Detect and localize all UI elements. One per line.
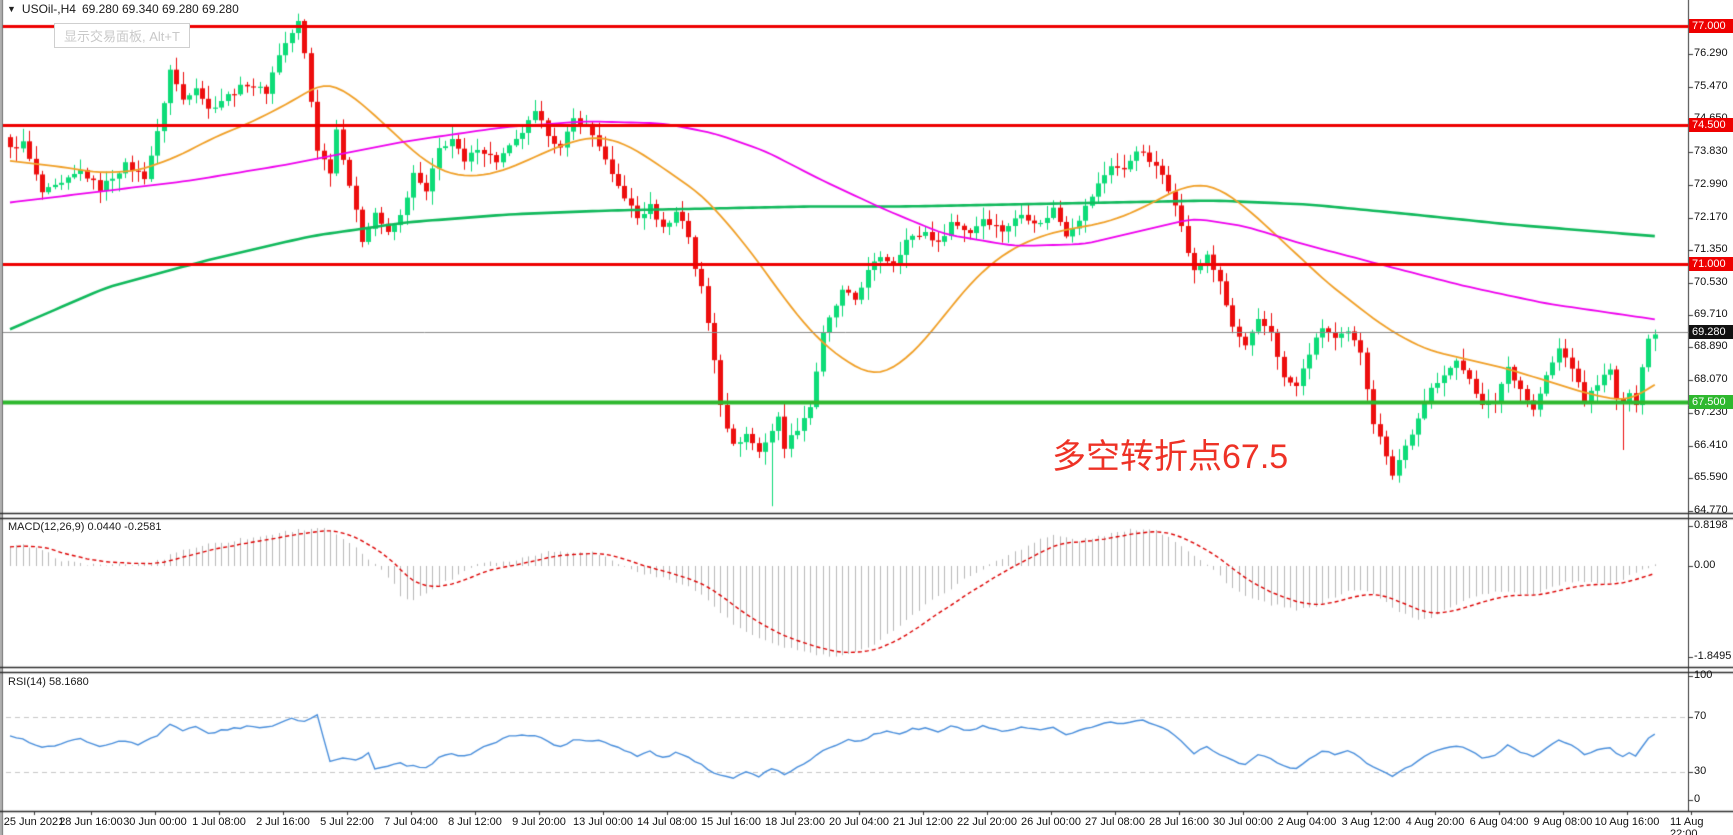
price-tick-label: 76.290 — [1694, 47, 1728, 60]
price-badge: 77.000 — [1689, 19, 1733, 34]
rsi-tick-label: 100 — [1694, 669, 1713, 681]
date-tick-label: 8 Jul 12:00 — [448, 816, 502, 828]
ohlc-values: 69.280 69.340 69.280 69.280 — [81, 2, 239, 16]
date-tick-label: 30 Jun 00:00 — [123, 816, 187, 828]
date-tick-label: 22 Jul 20:00 — [957, 816, 1017, 828]
date-tick-label: 2 Jul 16:00 — [256, 816, 310, 828]
price-tick-label: 66.410 — [1694, 438, 1728, 451]
date-tick-label: 15 Jul 16:00 — [701, 816, 761, 828]
price-badge: 71.000 — [1689, 256, 1733, 271]
date-tick-label: 18 Jul 23:00 — [765, 816, 825, 828]
date-tick-label: 10 Aug 16:00 — [1594, 816, 1660, 828]
price-tick-label: 68.890 — [1694, 340, 1728, 353]
trade-panel-tooltip: 显示交易面板, Alt+T — [54, 23, 190, 48]
date-tick-label: 27 Jul 08:00 — [1085, 816, 1145, 828]
price-tick-label: 72.990 — [1694, 178, 1728, 191]
date-tick-label: 28 Jun 16:00 — [59, 816, 123, 828]
chart-title-bar: ▼ USOil-,H4 69.280 69.340 69.280 69.280 — [7, 2, 239, 16]
rsi-indicator-label: RSI(14) 58.1680 — [8, 676, 89, 688]
macd-tick-label: -1.8495 — [1694, 649, 1732, 662]
date-tick-label: 25 Jun 2021 — [3, 816, 65, 828]
annotation-text: 多空转折点67.5 — [1052, 438, 1289, 476]
rsi-tick-label: 70 — [1694, 710, 1707, 722]
price-tick-label: 72.170 — [1694, 210, 1728, 223]
date-tick-label: 4 Aug 20:00 — [1405, 816, 1465, 828]
rsi-tick-label: 30 — [1694, 765, 1707, 777]
date-tick-label: 7 Jul 04:00 — [384, 816, 438, 828]
date-tick-label: 26 Jul 00:00 — [1021, 816, 1081, 828]
date-tick-label: 5 Jul 22:00 — [320, 816, 374, 828]
price-badge: 67.500 — [1689, 395, 1733, 410]
macd-indicator-label: MACD(12,26,9) 0.0440 -0.2581 — [8, 521, 162, 533]
price-badge: 74.500 — [1689, 118, 1733, 133]
price-tick-label: 71.350 — [1694, 243, 1728, 256]
date-tick-label: 28 Jul 16:00 — [1149, 816, 1209, 828]
macd-tick-label: 0.00 — [1694, 559, 1716, 571]
date-tick-label: 9 Jul 20:00 — [512, 816, 566, 828]
price-tick-label: 65.590 — [1694, 471, 1728, 484]
price-tick-label: 69.710 — [1694, 307, 1728, 320]
price-tick-label: 64.770 — [1694, 503, 1728, 516]
price-tick-label: 70.530 — [1694, 275, 1728, 288]
date-tick-label: 14 Jul 08:00 — [637, 816, 697, 828]
date-tick-label: 11 Aug 22:00 — [1670, 816, 1704, 835]
price-tick-label: 68.070 — [1694, 372, 1728, 385]
date-tick-label: 3 Aug 12:00 — [1341, 816, 1401, 828]
macd-tick-label: 0.8198 — [1694, 518, 1728, 531]
symbol-dropdown-icon[interactable]: ▼ — [7, 4, 16, 14]
date-tick-label: 20 Jul 04:00 — [829, 816, 889, 828]
date-tick-label: 6 Aug 04:00 — [1469, 816, 1529, 828]
price-tick-label: 73.830 — [1694, 144, 1728, 157]
date-tick-label: 21 Jul 12:00 — [893, 816, 953, 828]
date-tick-label: 13 Jul 00:00 — [573, 816, 633, 828]
date-tick-label: 2 Aug 04:00 — [1277, 816, 1337, 828]
price-tick-label: 75.470 — [1694, 79, 1728, 92]
rsi-tick-label: 0 — [1694, 793, 1701, 805]
date-tick-label: 1 Jul 08:00 — [192, 816, 246, 828]
date-tick-label: 9 Aug 08:00 — [1533, 816, 1593, 828]
price-badge: 69.280 — [1689, 325, 1733, 339]
symbol-timeframe-label: USOil-,H4 — [21, 2, 76, 16]
date-tick-label: 30 Jul 00:00 — [1213, 816, 1273, 828]
